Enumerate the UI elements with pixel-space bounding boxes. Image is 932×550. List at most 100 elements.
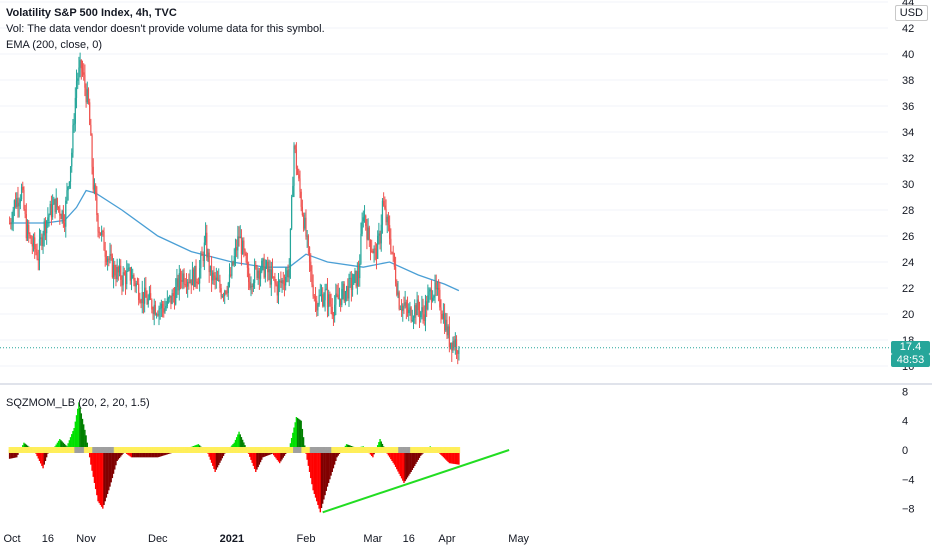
candle[interactable]	[194, 265, 196, 288]
candle[interactable]	[374, 241, 376, 261]
candle[interactable]	[90, 118, 92, 136]
candle[interactable]	[397, 281, 399, 299]
candle[interactable]	[432, 290, 434, 303]
candle[interactable]	[201, 246, 203, 256]
candle[interactable]	[46, 219, 48, 245]
candle[interactable]	[245, 251, 247, 264]
squeeze-momentum-histogram[interactable]	[8, 402, 460, 513]
candle[interactable]	[394, 256, 397, 287]
candle[interactable]	[421, 295, 423, 320]
candle[interactable]	[105, 250, 108, 266]
candle[interactable]	[281, 277, 283, 293]
candle[interactable]	[355, 270, 357, 289]
candle[interactable]	[313, 294, 315, 302]
candle[interactable]	[270, 261, 272, 296]
candle[interactable]	[417, 295, 419, 317]
candle[interactable]	[65, 196, 67, 238]
candle[interactable]	[277, 273, 280, 305]
candle[interactable]	[360, 222, 362, 265]
candle[interactable]	[390, 228, 392, 255]
candle[interactable]	[50, 195, 53, 226]
candle[interactable]	[107, 256, 109, 271]
currency-button[interactable]: USD	[894, 5, 928, 21]
candle[interactable]	[234, 238, 237, 267]
candle[interactable]	[110, 244, 112, 261]
candle[interactable]	[392, 245, 394, 262]
candle[interactable]	[343, 281, 345, 304]
candle[interactable]	[172, 287, 174, 303]
candle[interactable]	[292, 176, 294, 198]
candle[interactable]	[53, 196, 55, 205]
candle[interactable]	[322, 287, 324, 308]
candle[interactable]	[66, 182, 68, 204]
candle[interactable]	[320, 284, 323, 302]
candle[interactable]	[293, 142, 295, 198]
candle[interactable]	[359, 254, 361, 287]
candle[interactable]	[249, 273, 251, 291]
candle[interactable]	[153, 298, 155, 326]
candle[interactable]	[336, 284, 338, 298]
candle[interactable]	[255, 260, 257, 270]
candle[interactable]	[253, 258, 256, 289]
candle[interactable]	[458, 345, 460, 361]
candle[interactable]	[448, 316, 450, 353]
ema-line[interactable]	[9, 189, 460, 292]
candle[interactable]	[252, 279, 254, 292]
candle[interactable]	[155, 312, 158, 319]
candle[interactable]	[60, 213, 62, 220]
candle[interactable]	[294, 144, 296, 154]
candle[interactable]	[177, 274, 179, 295]
candle[interactable]	[85, 83, 87, 108]
candle[interactable]	[29, 232, 31, 239]
candle[interactable]	[193, 267, 195, 291]
candle[interactable]	[189, 269, 191, 284]
candle[interactable]	[338, 287, 341, 307]
candle[interactable]	[52, 194, 54, 220]
candle[interactable]	[116, 258, 118, 283]
candle[interactable]	[191, 261, 194, 286]
candle[interactable]	[372, 248, 374, 254]
candle[interactable]	[264, 259, 266, 283]
candle[interactable]	[257, 267, 259, 285]
candle[interactable]	[434, 274, 436, 304]
candle[interactable]	[44, 217, 47, 241]
candle[interactable]	[433, 294, 435, 301]
candle[interactable]	[230, 267, 232, 278]
candle[interactable]	[190, 279, 192, 294]
candle[interactable]	[350, 270, 352, 302]
candle[interactable]	[222, 292, 225, 302]
candle[interactable]	[24, 204, 26, 219]
candle[interactable]	[375, 243, 378, 270]
candle[interactable]	[133, 273, 135, 287]
candle[interactable]	[348, 273, 350, 307]
candle[interactable]	[117, 265, 119, 281]
candle[interactable]	[210, 255, 213, 292]
candle[interactable]	[30, 235, 32, 245]
ema-legend[interactable]: EMA (200, close, 0)	[6, 39, 102, 51]
candle[interactable]	[379, 230, 381, 250]
candle[interactable]	[275, 279, 277, 287]
candle[interactable]	[169, 294, 171, 303]
candle[interactable]	[244, 248, 246, 256]
candle[interactable]	[236, 239, 238, 258]
candle[interactable]	[176, 268, 178, 298]
candle[interactable]	[428, 287, 430, 303]
candle[interactable]	[454, 332, 456, 355]
candle[interactable]	[341, 281, 343, 308]
candle[interactable]	[393, 252, 395, 270]
candle[interactable]	[91, 133, 93, 175]
candle[interactable]	[126, 260, 128, 290]
candle[interactable]	[196, 278, 198, 289]
candle[interactable]	[228, 263, 231, 288]
candle[interactable]	[403, 296, 405, 314]
candle[interactable]	[439, 282, 441, 311]
candle[interactable]	[446, 313, 448, 339]
candle[interactable]	[250, 276, 252, 297]
candle[interactable]	[71, 148, 73, 173]
candle[interactable]	[81, 60, 84, 77]
candle[interactable]	[159, 302, 161, 320]
candle[interactable]	[335, 283, 337, 316]
candle[interactable]	[56, 197, 59, 211]
candle[interactable]	[342, 281, 344, 300]
candle[interactable]	[147, 294, 149, 308]
